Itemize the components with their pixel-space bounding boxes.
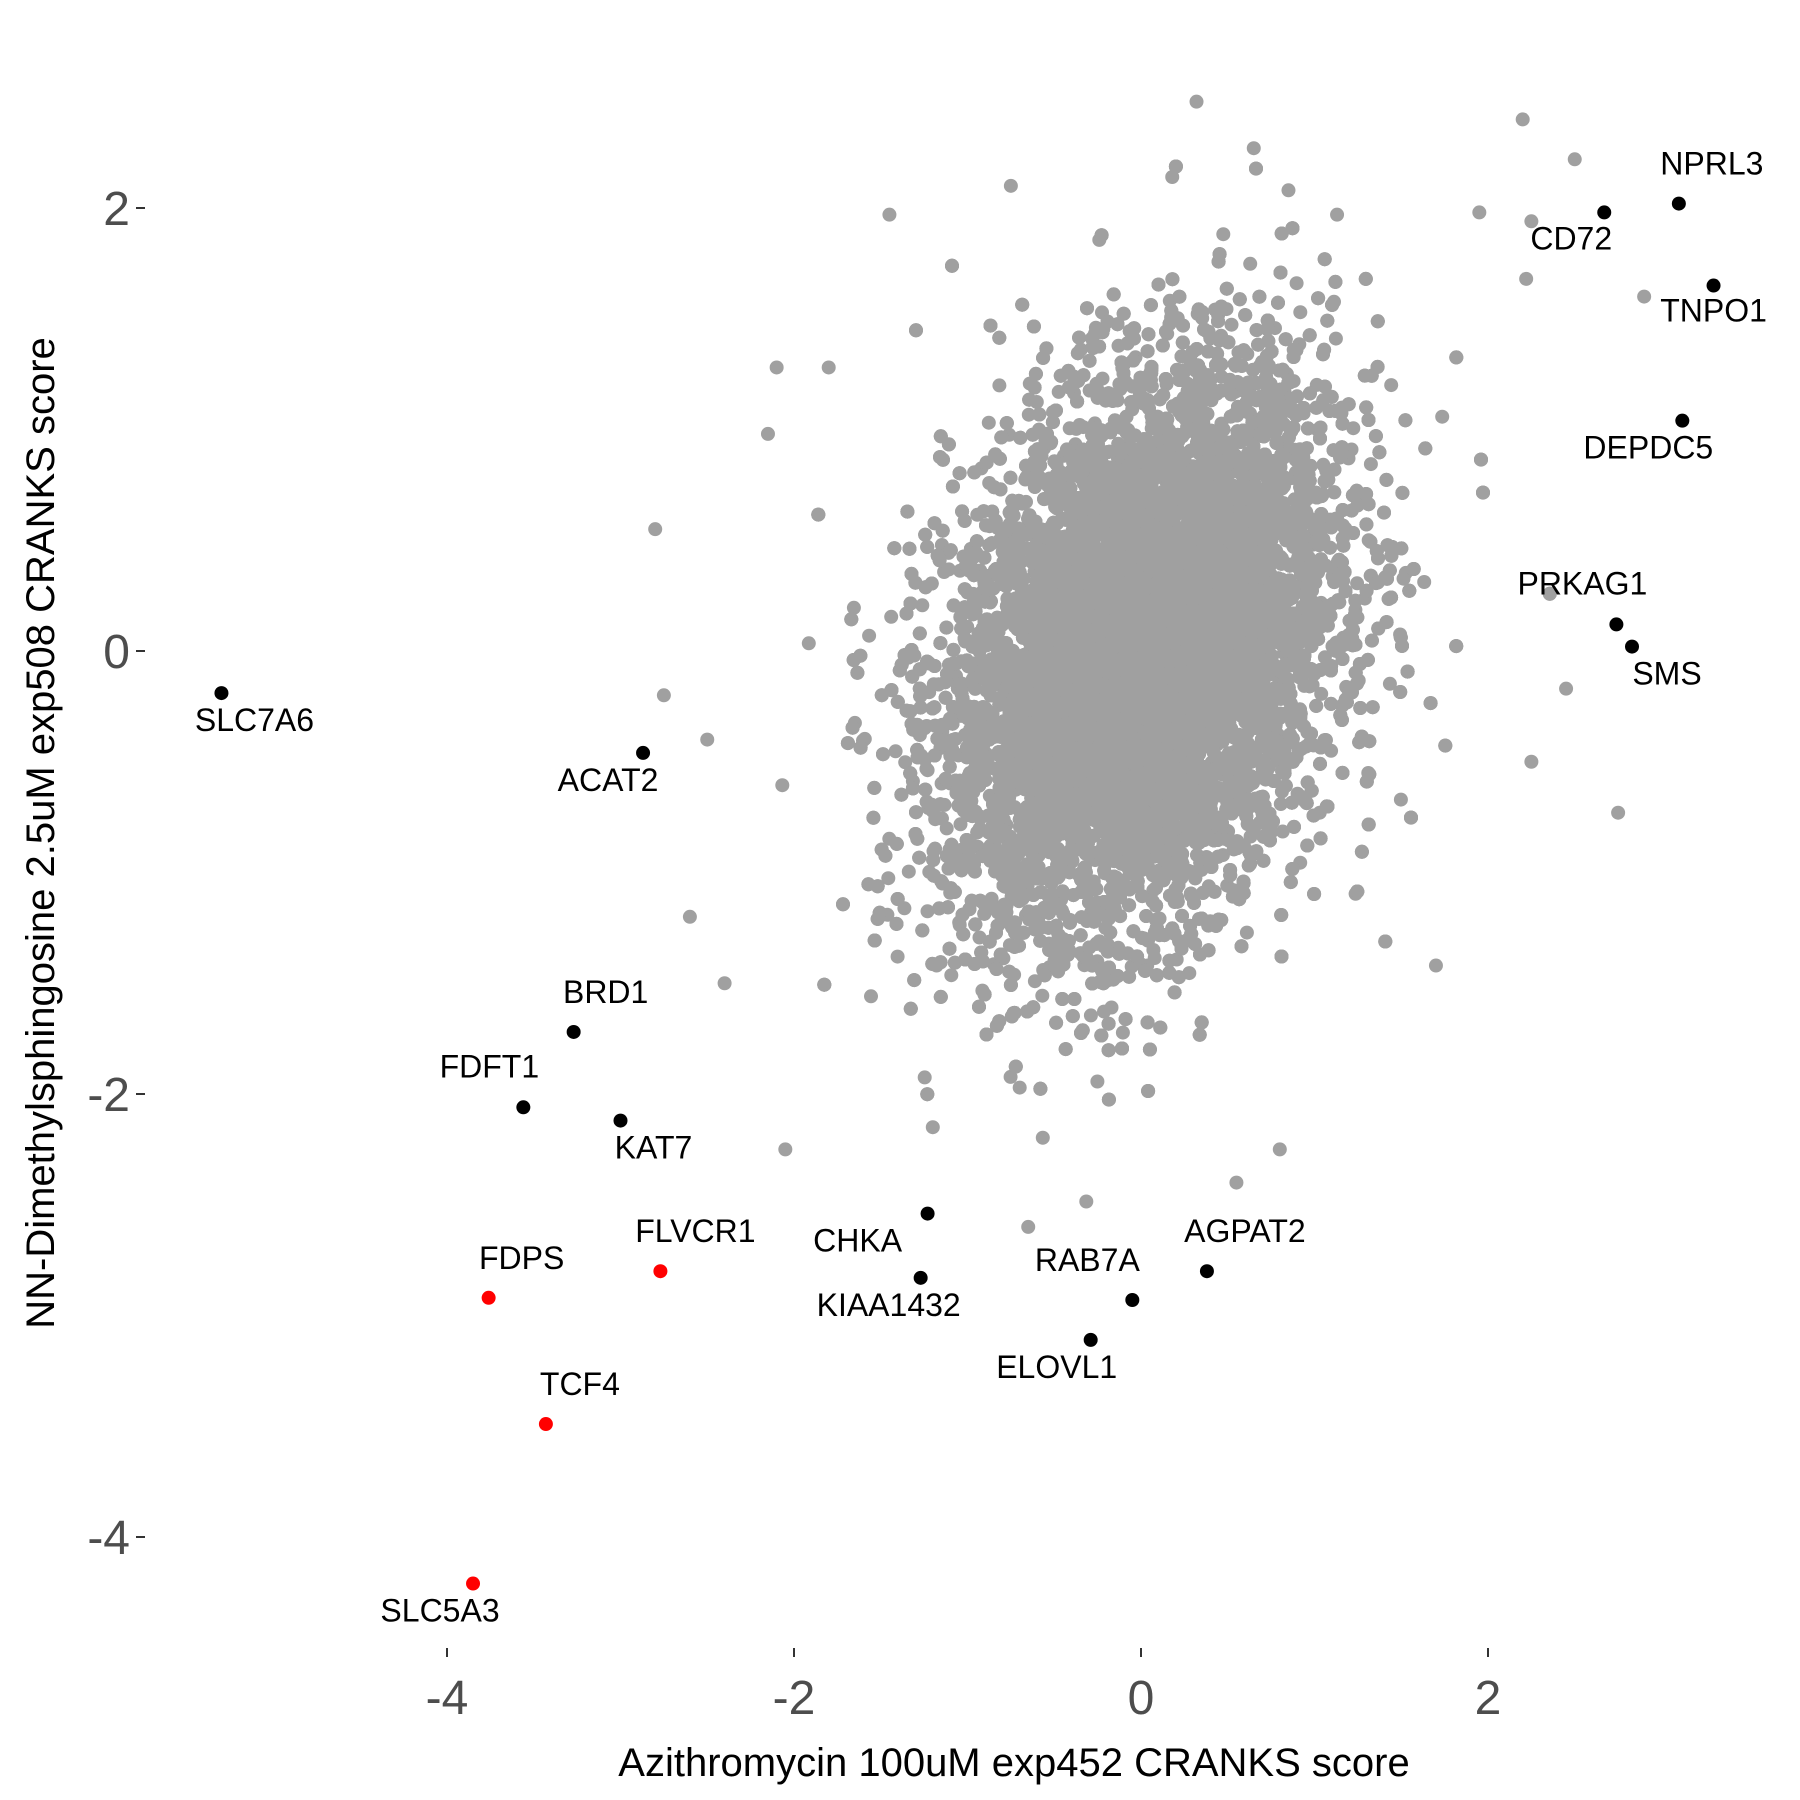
- background-point: [1239, 925, 1254, 940]
- background-point: [1216, 227, 1231, 242]
- background-point: [1393, 792, 1408, 807]
- background-point: [775, 778, 790, 793]
- background-point: [1090, 1074, 1105, 1089]
- background-point: [920, 904, 935, 919]
- background-point: [801, 636, 816, 651]
- background-point: [915, 598, 930, 613]
- background-point: [862, 628, 877, 643]
- background-point: [1035, 988, 1050, 1003]
- background-point: [1384, 378, 1399, 393]
- background-point: [1346, 421, 1361, 436]
- background-point: [1363, 457, 1378, 472]
- background-point: [1097, 1004, 1111, 1019]
- background-point: [1382, 676, 1397, 691]
- background-point: [1435, 409, 1450, 424]
- background-point: [992, 378, 1007, 393]
- background-point: [981, 415, 996, 430]
- background-point: [1243, 256, 1258, 271]
- background-point: [1290, 389, 1305, 404]
- background-point: [1083, 1008, 1098, 1023]
- background-point: [1035, 1130, 1050, 1145]
- background-point: [1328, 331, 1343, 346]
- background-points: [648, 94, 1652, 1234]
- background-point: [1293, 305, 1308, 320]
- background-point: [1012, 1080, 1027, 1095]
- background-point: [917, 1070, 932, 1085]
- background-point: [1003, 1069, 1018, 1084]
- background-point: [1115, 1025, 1130, 1040]
- background-point: [1079, 1194, 1094, 1209]
- background-point: [1146, 943, 1161, 957]
- background-point: [1224, 317, 1239, 332]
- background-point: [884, 609, 899, 624]
- background-point: [941, 562, 956, 577]
- background-point: [888, 744, 903, 759]
- background-point: [1275, 824, 1290, 839]
- background-point: [1417, 575, 1432, 589]
- background-point: [1289, 276, 1304, 291]
- background-point: [890, 949, 905, 964]
- background-point: [1314, 686, 1329, 701]
- background-point: [1021, 407, 1036, 422]
- background-point: [901, 864, 916, 879]
- background-point: [944, 968, 959, 983]
- background-point: [1273, 797, 1288, 811]
- background-point: [881, 871, 896, 886]
- background-point: [1396, 571, 1411, 586]
- background-point: [864, 989, 878, 1004]
